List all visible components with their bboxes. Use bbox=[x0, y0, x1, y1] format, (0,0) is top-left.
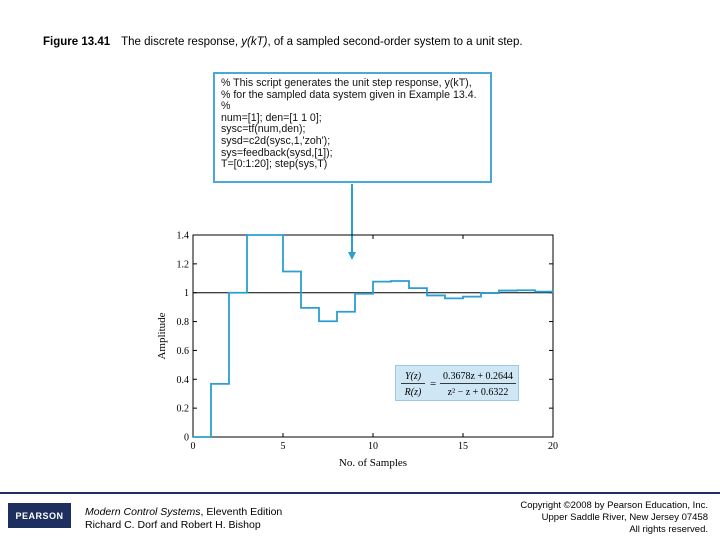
step-response-series bbox=[193, 234, 554, 438]
code-line: % This script generates the unit step re… bbox=[221, 77, 472, 89]
formula-rhs-numerator: 0.3678z + 0.2644 bbox=[443, 371, 513, 382]
copyright-notice: Copyright ©2008 by Pearson Education, In… bbox=[520, 500, 708, 536]
x-tick-label: 0 bbox=[191, 441, 196, 452]
x-tick-label: 10 bbox=[368, 441, 378, 452]
copyright-line-2: Upper Saddle River, New Jersey 07458 bbox=[541, 512, 708, 523]
formula-lhs-denominator: R(z) bbox=[404, 387, 422, 398]
book-title: Modern Control Systems bbox=[85, 506, 201, 518]
figure-caption: Figure 13.41 The discrete response, y(kT… bbox=[43, 36, 523, 48]
code-line: % for the sampled data system given in E… bbox=[221, 88, 477, 101]
code-line: sysd=c2d(sysc,1,'zoh'); bbox=[221, 134, 331, 147]
y-axis-label: Amplitude bbox=[156, 312, 168, 359]
caption-text-prefix: The discrete response, bbox=[121, 36, 242, 48]
book-authors: Richard C. Dorf and Robert H. Bishop bbox=[85, 519, 261, 531]
y-tick-label: 0.4 bbox=[177, 375, 190, 386]
caption-text-suffix: , of a sampled second-order system to a … bbox=[267, 36, 523, 48]
y-tick-label: 0.6 bbox=[177, 346, 190, 357]
copyright-line-1: Copyright ©2008 by Pearson Education, In… bbox=[520, 500, 708, 511]
y-tick-label: 1.2 bbox=[177, 259, 190, 270]
code-line: sys=feedback(sysd,[1]); bbox=[221, 146, 333, 159]
y-tick-label: 1.4 bbox=[177, 231, 190, 242]
code-line: sysc=tf(num,den); bbox=[221, 123, 306, 136]
y-tick-label: 1 bbox=[184, 288, 189, 299]
book-edition: , Eleventh Edition bbox=[200, 506, 283, 518]
x-tick-label: 15 bbox=[458, 441, 468, 452]
y-tick-label: 0.8 bbox=[177, 317, 190, 328]
x-axis-label: No. of Samples bbox=[339, 457, 407, 469]
matlab-code-box: % This script generates the unit step re… bbox=[213, 72, 492, 183]
footer-divider bbox=[0, 492, 720, 494]
x-tick-label: 5 bbox=[281, 441, 286, 452]
code-line: % bbox=[221, 100, 231, 113]
code-line: num=[1]; den=[1 1 0]; bbox=[221, 111, 322, 124]
caption-text-emph: y(kT) bbox=[241, 36, 268, 48]
callout-arrow-head bbox=[348, 252, 356, 260]
pearson-logo: PEARSON bbox=[8, 503, 71, 528]
formula-lhs-numerator: Y(z) bbox=[405, 371, 422, 382]
y-tick-label: 0.2 bbox=[177, 404, 190, 415]
plot-area bbox=[192, 234, 554, 438]
x-tick-label: 20 bbox=[548, 441, 558, 452]
copyright-line-3: All rights reserved. bbox=[629, 524, 708, 535]
book-info: Modern Control Systems, Eleventh Edition… bbox=[85, 506, 282, 532]
formula-rhs-denominator: z² − z + 0.6322 bbox=[448, 387, 509, 398]
formula-equals: = bbox=[430, 378, 436, 390]
figure-label: Figure 13.41 bbox=[43, 36, 111, 48]
transfer-function-box: Y(z) R(z) = 0.3678z + 0.2644 z² − z + 0.… bbox=[395, 365, 519, 401]
code-line: T=[0:1:20]; step(sys,T) bbox=[221, 158, 328, 171]
y-tick-label: 0 bbox=[184, 433, 189, 444]
